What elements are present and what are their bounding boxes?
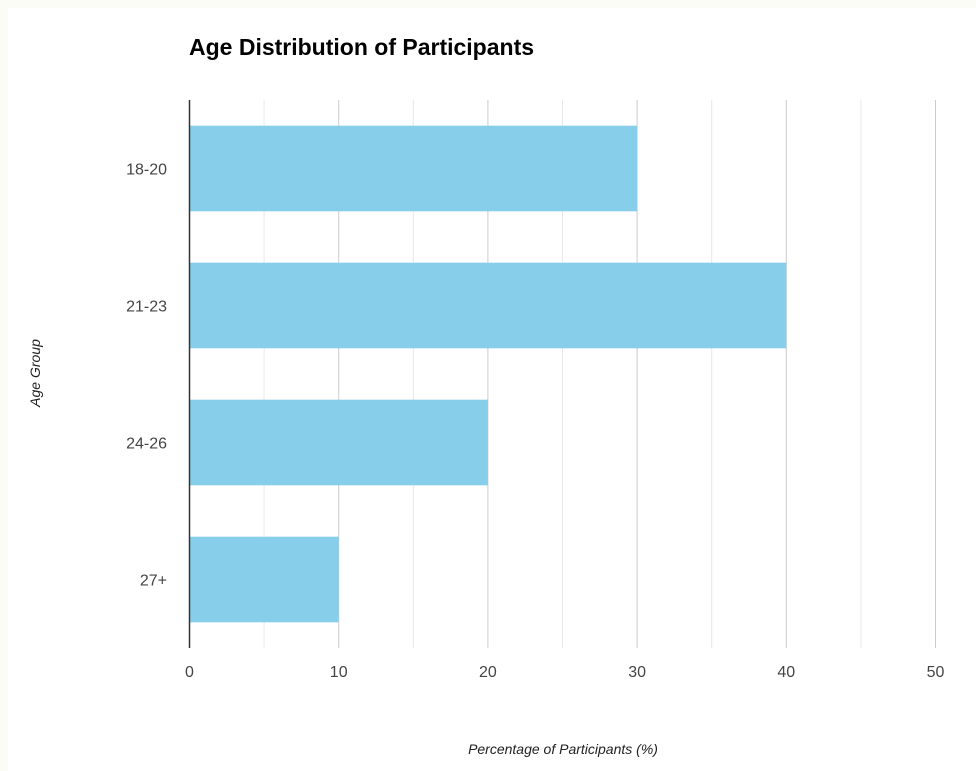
bar-24-26 <box>189 399 488 486</box>
chart-title: Age Distribution of Participants <box>189 34 534 60</box>
x-tick-label: 40 <box>777 664 795 681</box>
chart-svg: Age Distribution of Participants 18-20 21… <box>27 34 945 757</box>
bars <box>189 125 787 623</box>
chart-frame: Age Distribution of Participants 18-20 21… <box>8 8 976 771</box>
x-tick-label: 10 <box>330 664 348 681</box>
y-tick-labels: 18-20 21-23 24-26 27+ <box>126 162 167 590</box>
y-tick-label: 18-20 <box>126 162 167 179</box>
x-tick-label: 20 <box>479 664 497 681</box>
x-tick-label: 30 <box>628 664 646 681</box>
x-tick-labels: 0 10 20 30 40 50 <box>185 664 944 681</box>
x-tick-label: 0 <box>185 664 194 681</box>
x-axis-title: Percentage of Participants (%) <box>468 741 658 757</box>
y-tick-label: 24-26 <box>126 436 167 453</box>
y-axis-title: Age Group <box>27 339 43 408</box>
bar-21-23 <box>189 262 787 349</box>
bar-27+ <box>189 536 339 623</box>
x-tick-label: 50 <box>927 664 945 681</box>
bar-18-20 <box>189 125 638 212</box>
y-tick-label: 21-23 <box>126 299 167 316</box>
y-tick-label: 27+ <box>140 573 167 590</box>
